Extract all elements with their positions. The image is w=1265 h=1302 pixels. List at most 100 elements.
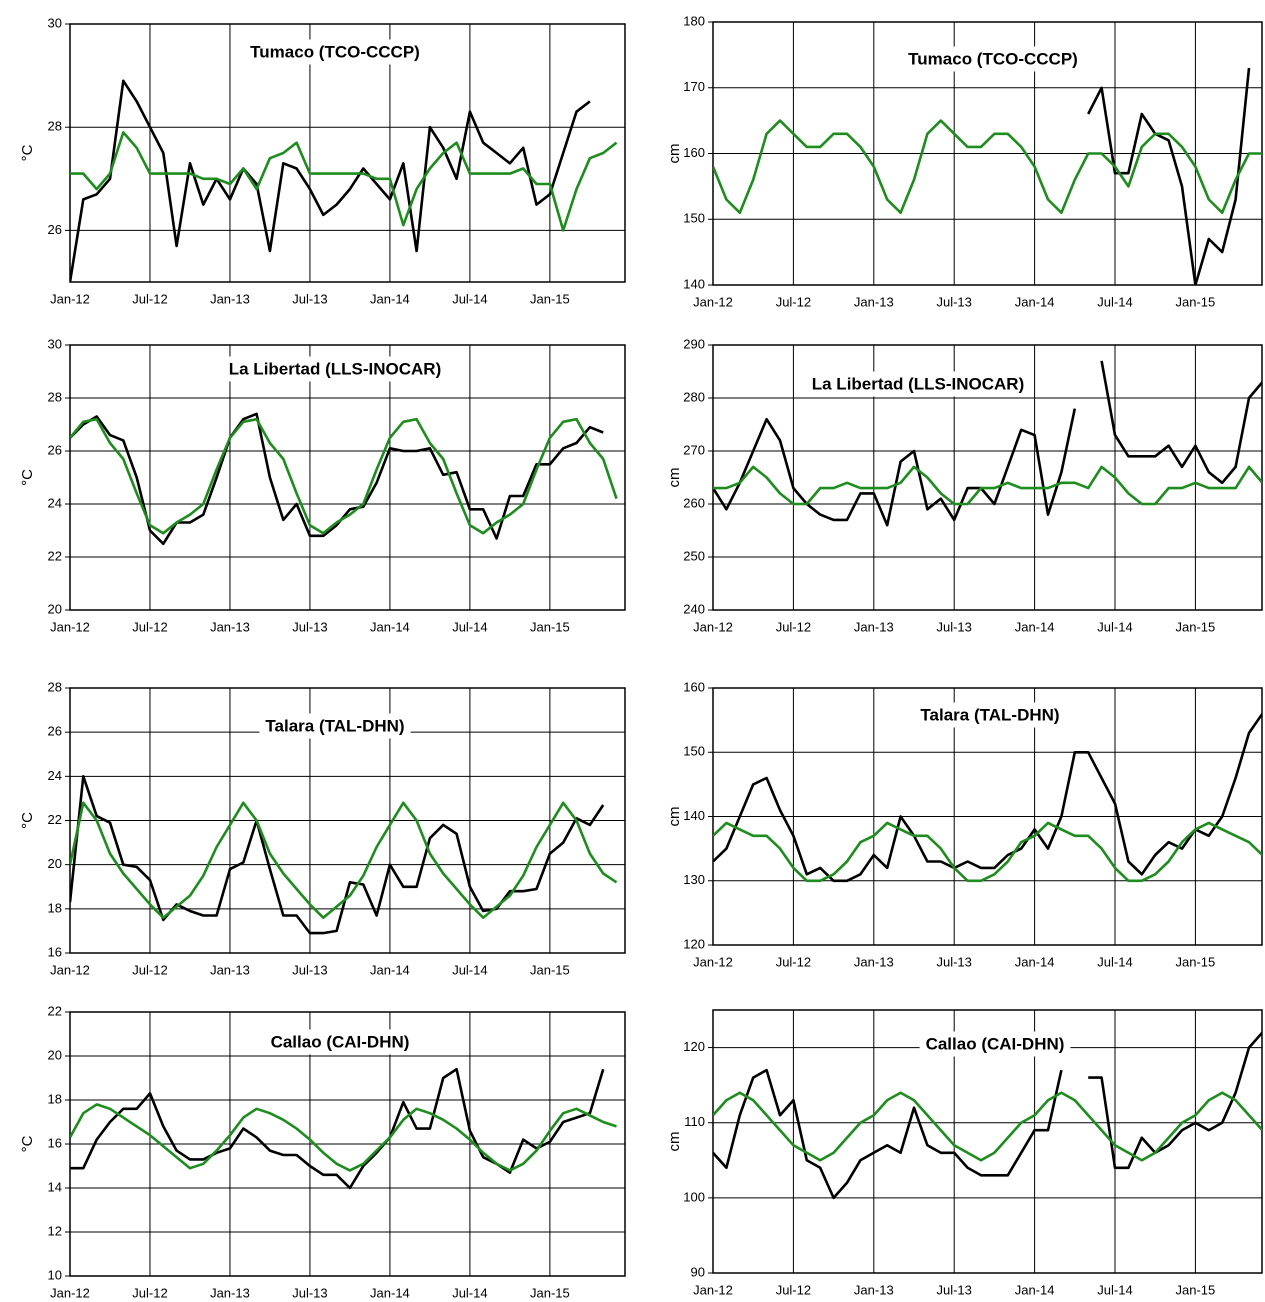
x-tick-label: Jan-13	[854, 1282, 894, 1297]
plot-frame	[69, 344, 626, 611]
title-box	[914, 702, 1066, 728]
y-tick-label: 26	[48, 724, 62, 739]
x-tick-label: Jan-12	[50, 291, 90, 306]
y-tick-label: 100	[683, 1189, 705, 1204]
x-tick-label: Jan-14	[370, 1285, 410, 1300]
y-tick-label: 160	[683, 145, 705, 160]
title-box	[222, 356, 448, 382]
y-axis-label: °C	[19, 469, 36, 486]
x-tick-label: Jan-15	[1176, 954, 1216, 969]
y-axis-label: cm	[666, 468, 683, 488]
y-tick-label: 24	[48, 768, 62, 783]
y-axis-label: cm	[666, 807, 683, 827]
x-tick-label: Jul-14	[1097, 294, 1132, 309]
y-tick-label: 22	[48, 1003, 62, 1018]
y-tick-label: 150	[683, 744, 705, 759]
data-line	[713, 119, 1262, 214]
x-tick-label: Jul-13	[292, 619, 327, 634]
x-tick-label: Jul-12	[132, 1285, 167, 1300]
y-tick-label: 110	[684, 1114, 705, 1129]
y-tick-label: 26	[48, 442, 62, 457]
y-axis-label: cm	[666, 1132, 683, 1152]
panel: 240 250 260 270 280 290 Jan-12 Jul-12 Jan-13 Jul-…	[666, 336, 1263, 634]
y-tick-label: 120	[683, 1039, 705, 1054]
y-tick-label: 22	[48, 812, 62, 827]
y-tick-label: 150	[683, 211, 705, 226]
x-tick-label: Jan-12	[693, 954, 733, 969]
x-tick-label: Jul-12	[776, 1282, 811, 1297]
y-tick-label: 20	[48, 1047, 62, 1062]
panel: 10 12 14 16 18 20 22 Jan-12 Jul-12 Jan-13 Jul-13 Ja…	[19, 1003, 626, 1300]
y-axis-label: °C	[19, 812, 36, 829]
x-tick-label: Jul-14	[1097, 619, 1132, 634]
title-box	[805, 371, 1031, 397]
y-tick-label: 30	[48, 15, 62, 30]
y-tick-label: 280	[683, 389, 705, 404]
x-tick-label: Jan-12	[693, 619, 733, 634]
data-line	[713, 1091, 1262, 1162]
x-tick-label: Jan-13	[854, 954, 894, 969]
x-tick-label: Jan-13	[210, 291, 250, 306]
y-tick-label: 90	[691, 1264, 705, 1279]
data-line	[713, 821, 1262, 883]
x-tick-label: Jul-12	[132, 619, 167, 634]
y-tick-label: 180	[683, 13, 705, 28]
x-tick-label: Jul-12	[776, 619, 811, 634]
title-box	[902, 46, 1084, 72]
data-line	[713, 712, 1262, 883]
data-line	[70, 417, 618, 535]
title-box	[244, 39, 426, 65]
y-tick-label: 26	[48, 222, 62, 237]
y-tick-label: 140	[683, 276, 705, 291]
y-tick-label: 24	[48, 495, 62, 510]
x-tick-label: Jul-14	[1097, 1282, 1132, 1297]
plot-frame	[69, 687, 626, 954]
data-line	[70, 1103, 617, 1172]
x-tick-label: Jul-13	[936, 619, 971, 634]
chart-title: La Libertad (LLS-INOCAR)	[812, 374, 1025, 393]
x-tick-label: Jul-14	[452, 291, 487, 306]
x-tick-label: Jan-14	[1015, 294, 1055, 309]
x-tick-label: Jan-13	[210, 1285, 250, 1300]
x-tick-label: Jul-14	[1097, 954, 1132, 969]
x-tick-label: Jan-14	[1015, 1282, 1055, 1297]
chart-title: Tumaco (TCO-CCCP)	[908, 49, 1078, 68]
x-tick-label: Jul-13	[292, 1285, 327, 1300]
panel: 16 18 20 22 24 26 28 Jan-12 Jul-12 Jan-13 Jul-13 Ja…	[19, 679, 626, 977]
y-tick-label: 10	[48, 1267, 62, 1282]
x-tick-label: Jan-12	[50, 1285, 90, 1300]
y-tick-label: 12	[48, 1223, 62, 1238]
x-tick-label: Jul-12	[132, 962, 167, 977]
x-tick-label: Jan-15	[530, 291, 570, 306]
plot-frame	[69, 1011, 626, 1277]
x-tick-label: Jul-13	[936, 954, 971, 969]
data-line	[70, 79, 591, 282]
x-tick-label: Jan-14	[1015, 954, 1055, 969]
x-tick-label: Jul-14	[452, 619, 487, 634]
x-tick-label: Jul-13	[292, 291, 327, 306]
x-tick-label: Jan-13	[210, 619, 250, 634]
y-tick-label: 270	[683, 442, 705, 457]
x-tick-label: Jan-14	[370, 619, 410, 634]
x-tick-label: Jan-13	[854, 294, 894, 309]
y-tick-label: 260	[683, 495, 705, 510]
y-tick-label: 28	[48, 679, 62, 694]
y-axis-label: cm	[666, 144, 683, 164]
x-tick-label: Jan-13	[854, 619, 894, 634]
x-tick-label: Jan-14	[370, 962, 410, 977]
y-tick-label: 28	[48, 119, 62, 134]
y-tick-label: 140	[683, 808, 705, 823]
data-line	[70, 801, 618, 919]
chart-title: La Libertad (LLS-INOCAR)	[229, 359, 442, 378]
x-tick-label: Jan-15	[1176, 619, 1216, 634]
x-tick-label: Jan-15	[530, 1285, 570, 1300]
y-tick-label: 250	[683, 548, 705, 563]
y-tick-label: 28	[48, 389, 62, 404]
y-tick-label: 20	[48, 601, 62, 616]
data-line	[713, 465, 1262, 506]
x-tick-label: Jul-13	[936, 1282, 971, 1297]
x-tick-label: Jul-12	[776, 294, 811, 309]
y-tick-label: 30	[48, 336, 62, 351]
plot-frame	[712, 344, 1263, 611]
